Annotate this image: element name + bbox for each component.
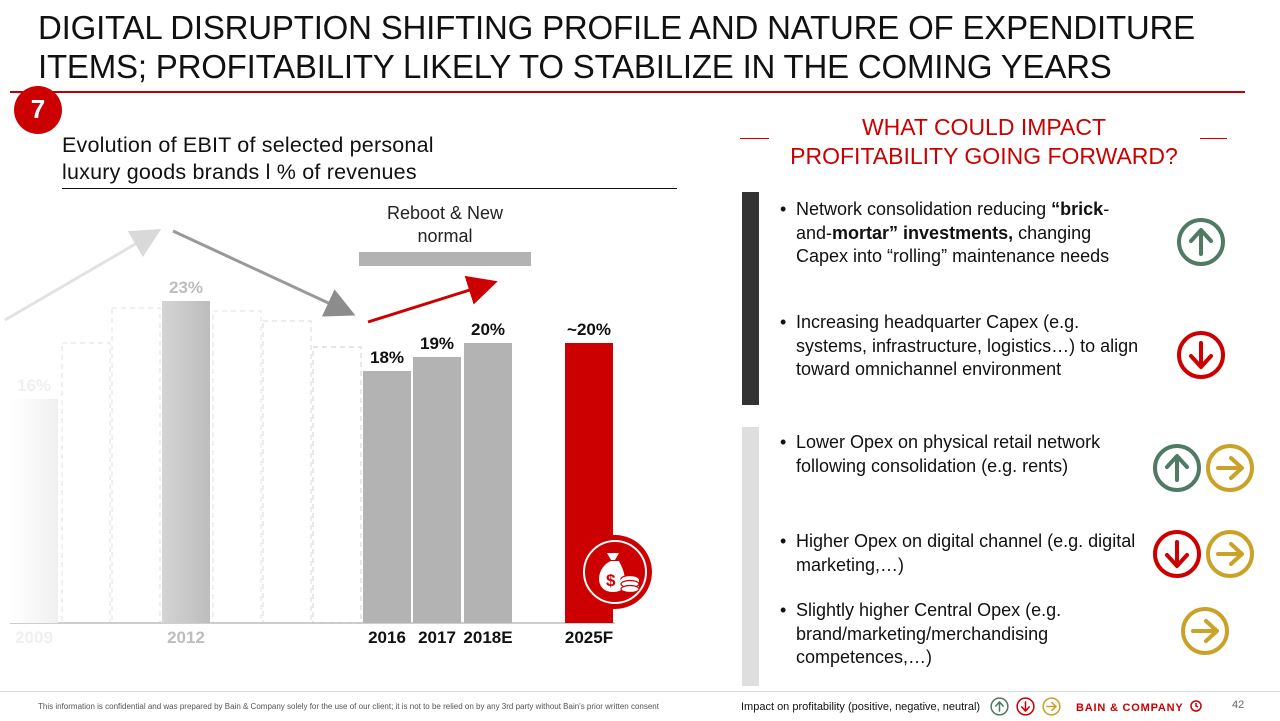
value-label: ~20% [567, 320, 611, 339]
arrow-right-icon [1180, 606, 1230, 656]
value-label: 18% [370, 348, 404, 367]
category-label: 2025F [565, 628, 613, 647]
uptrend-arrow-history [4, 228, 162, 322]
slide-badge: 7 [14, 86, 62, 134]
impact-heading-line2: PROFITABILITY GOING FORWARD? [790, 143, 1178, 169]
downtrend-arrow [172, 229, 356, 317]
placeholder-bar [312, 346, 362, 624]
confidentiality-disclaimer: This information is confidential and was… [38, 702, 659, 711]
capex-group-bar [742, 192, 759, 405]
placeholder-bar [111, 307, 161, 624]
reboot-annotation: Reboot & New normal [360, 202, 530, 248]
chart-subtitle-line2: luxury goods brands l % of revenues [62, 160, 417, 184]
bar-2016 [363, 371, 411, 623]
arrow-right-icon [1205, 443, 1255, 493]
footer-divider [0, 691, 1280, 692]
arrow-down-icon [1176, 330, 1226, 380]
brand-mark-icon [1190, 700, 1202, 712]
page-number: 42 [1232, 699, 1245, 711]
arrow-up-icon [990, 697, 1009, 716]
reboot-annotation-line2: normal [417, 226, 473, 246]
impact-heading: WHAT COULD IMPACT PROFITABILITY GOING FO… [740, 113, 1228, 171]
arrow-down-icon [1152, 529, 1202, 579]
bullet-text: Slightly higher Central Opex (e.g. brand… [796, 600, 1062, 667]
bullet-text: Higher Opex on digital channel (e.g. dig… [796, 531, 1136, 575]
impact-heading-line1: WHAT COULD IMPACT [861, 114, 1107, 140]
svg-text:$: $ [606, 571, 616, 590]
category-label: 2012 [167, 628, 205, 647]
money-bag-icon: $ [578, 535, 652, 609]
title-divider [10, 91, 1245, 93]
bullet-text: -and- [796, 199, 1110, 243]
arrow-down-icon [1016, 697, 1035, 716]
ebit-bar-chart: 16% 2009 23% 2012 18% 2016 19% 2017 20% 2018E ~20%… [4, 228, 615, 647]
impact-legend-label: Impact on profitability (positive, negat… [741, 701, 981, 713]
heading-rule-left [740, 138, 769, 139]
brand-name: BAIN & COMPANY [1076, 702, 1184, 714]
value-label: 16% [17, 376, 51, 395]
arrow-right-icon [1042, 697, 1061, 716]
chart-subtitle-line1: Evolution of EBIT of selected personal [62, 133, 434, 157]
bullet-bold-text: mortar” investments, [832, 222, 1014, 243]
category-label: 2017 [418, 628, 456, 647]
arrow-up-icon [1176, 217, 1226, 267]
value-label: 19% [420, 334, 454, 353]
bar-2018E [464, 343, 512, 623]
opex-group-bar [742, 427, 759, 686]
subtitle-divider [62, 188, 677, 189]
chart-subtitle: Evolution of EBIT of selected personal l… [62, 132, 532, 186]
bullet-bold-text: “brick [1051, 199, 1104, 219]
bar-2012 [162, 301, 210, 623]
value-label: 23% [169, 278, 203, 297]
arrow-right-icon [1205, 529, 1255, 579]
category-label: 2016 [368, 628, 406, 647]
bar-2017 [413, 357, 461, 623]
bain-logo: BAIN & COMPANY [1076, 700, 1202, 714]
bar-2009 [10, 399, 58, 623]
reboot-annotation-line1: Reboot & New [386, 203, 504, 223]
placeholder-bar [262, 320, 312, 624]
placeholder-bar [212, 310, 262, 624]
bullet-text: Increasing headquarter Capex (e.g. syste… [796, 312, 1139, 379]
slide-title: DIGITAL DISRUPTION SHIFTING PROFILE AND … [38, 9, 1195, 85]
value-label: 20% [471, 320, 505, 339]
reboot-period-bar [359, 252, 531, 266]
category-label: 2018E [463, 628, 512, 647]
heading-rule-right [1200, 138, 1227, 139]
bullet-text: Network consolidation reducing [796, 199, 1047, 219]
uptrend-arrow-recent [367, 275, 498, 324]
placeholder-bar [61, 342, 111, 624]
category-label: 2009 [15, 628, 53, 647]
arrow-up-icon [1152, 443, 1202, 493]
bullet-text: Lower Opex on physical retail network fo… [796, 432, 1101, 476]
bullet-text: changing Capex into “rolling” maintenanc… [796, 222, 1110, 267]
